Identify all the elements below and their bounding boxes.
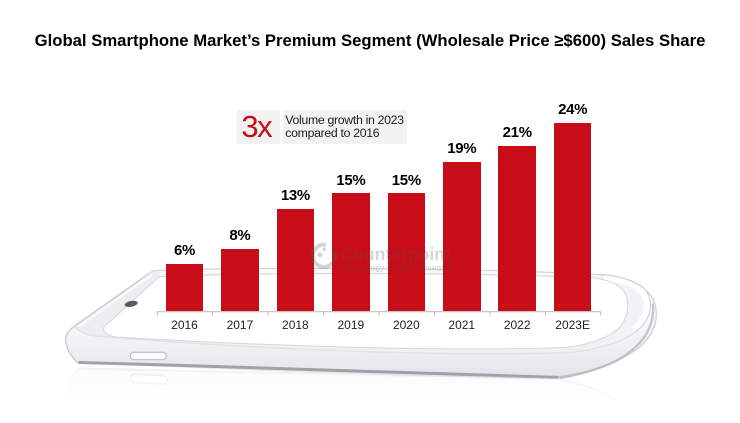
svg-text:Technology Market Research: Technology Market Research bbox=[340, 263, 454, 272]
svg-text:Counterpoint: Counterpoint bbox=[340, 244, 451, 264]
